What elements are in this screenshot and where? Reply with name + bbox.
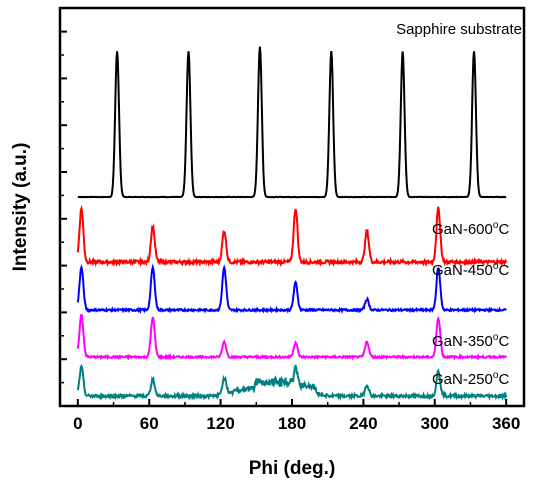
x-tick-label: 60 [140,414,159,433]
y-axis-ticks [60,30,67,407]
x-axis-ticks: 0 60 120 180 240 300 360 [73,399,520,433]
series-line-2 [76,204,508,268]
series-label-2: GaN-600oC [432,220,509,238]
x-tick-label: 0 [73,414,82,433]
series-label-4: GaN-350oC [432,332,509,350]
series-labels: Sapphire substrate GaN-600oC GaN-450oC GaN-… [396,21,522,388]
series-line-4 [76,313,508,361]
series-label-3: GaN-450oC [432,261,509,279]
series-line-3 [76,263,507,315]
x-axis-title: Phi (deg.) [249,458,336,479]
series-line-1 [77,46,507,199]
series-label-1: Sapphire substrate [396,21,522,38]
x-tick-label: 300 [421,414,449,433]
y-axis-title: Intensity (a.u.) [10,143,31,272]
x-tick-label: 240 [349,414,377,433]
spectra-traces [76,46,508,402]
series-line-5 [76,363,508,402]
series-label-5: GaN-250oC [432,370,509,388]
x-tick-label: 120 [206,414,234,433]
x-tick-label: 360 [492,414,520,433]
x-tick-label: 180 [278,414,306,433]
